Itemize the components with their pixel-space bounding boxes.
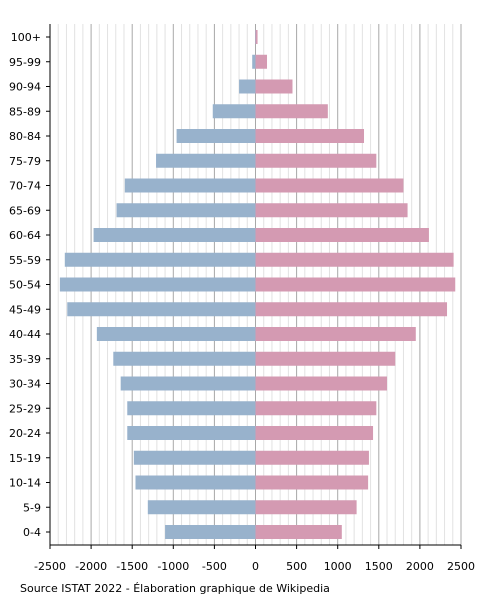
- bars: [59, 30, 456, 539]
- x-tick-label: 1000: [324, 560, 352, 573]
- right-bar-100+: [255, 30, 258, 44]
- y-tick-label: 80-84: [9, 130, 41, 143]
- x-tick-label: 500: [286, 560, 307, 573]
- right-bar-95-99: [255, 54, 268, 69]
- right-bar-45-49: [255, 302, 448, 317]
- left-bar-90-94: [239, 79, 256, 94]
- left-bar-60-64: [93, 228, 256, 242]
- right-bar-85-89: [255, 104, 328, 119]
- y-tick-label: 40-44: [9, 328, 41, 341]
- y-tick-label: 15-19: [9, 452, 41, 465]
- y-tick-label: 20-24: [9, 427, 41, 440]
- left-bar-95-99: [252, 54, 256, 69]
- y-tick-label: 70-74: [9, 180, 41, 193]
- source-note: Source ISTAT 2022 - Élaboration graphiqu…: [20, 582, 330, 595]
- y-tick-label: 85-89: [9, 105, 41, 118]
- x-tick-label: 0: [252, 560, 259, 573]
- left-bar-25-29: [127, 401, 256, 416]
- left-bar-50-54: [59, 277, 256, 292]
- right-bar-90-94: [255, 79, 293, 94]
- left-bar-55-59: [64, 252, 256, 267]
- right-bar-35-39: [255, 351, 396, 366]
- y-tick-label: 100+: [11, 31, 41, 44]
- right-bar-80-84: [255, 129, 365, 143]
- y-tick-label: 35-39: [9, 353, 41, 366]
- left-bar-30-34: [120, 376, 256, 391]
- y-tick-label: 60-64: [9, 229, 41, 242]
- left-bar-85-89: [212, 104, 256, 119]
- left-bar-65-69: [116, 203, 256, 218]
- x-tick-label: -2500: [34, 560, 66, 573]
- right-bar-50-54: [255, 277, 456, 292]
- left-bar-10-14: [135, 475, 256, 490]
- x-tick-label: -1000: [157, 560, 189, 573]
- right-bar-5-9: [255, 500, 357, 515]
- right-bar-40-44: [255, 327, 416, 341]
- right-bar-75-79: [255, 153, 377, 168]
- y-axis-labels: 0-4 5-9 10-14 15-19 20-24 25-29 30-34 35-39 40-4…: [9, 31, 50, 539]
- right-bar-60-64: [255, 228, 429, 242]
- right-bar-70-74: [255, 178, 404, 193]
- left-bar-15-19: [133, 450, 256, 465]
- y-tick-label: 55-59: [9, 254, 41, 267]
- x-tick-label: -500: [202, 560, 227, 573]
- right-bar-25-29: [255, 401, 377, 416]
- left-bar-5-9: [147, 500, 256, 515]
- right-bar-10-14: [255, 475, 369, 490]
- y-tick-label: 90-94: [9, 81, 41, 94]
- y-tick-label: 95-99: [9, 56, 41, 69]
- x-tick-label: -2000: [75, 560, 107, 573]
- y-tick-label: 30-34: [9, 378, 41, 391]
- y-tick-label: 0-4: [23, 526, 41, 539]
- y-tick-label: 50-54: [9, 279, 41, 292]
- left-bar-75-79: [156, 153, 256, 168]
- right-bar-65-69: [255, 203, 408, 218]
- y-tick-label: 45-49: [9, 303, 41, 316]
- x-tick-label: 2500: [447, 560, 475, 573]
- x-axis-labels: -2500 -2000 -1500 -1000 -500 0 500 1000 1500 2000…: [34, 545, 475, 573]
- right-bar-20-24: [255, 426, 374, 440]
- left-bar-70-74: [124, 178, 256, 193]
- right-bar-0-4: [255, 525, 342, 539]
- right-bar-30-34: [255, 376, 388, 391]
- left-bar-80-84: [176, 129, 256, 143]
- y-tick-label: 65-69: [9, 204, 41, 217]
- left-bar-35-39: [113, 351, 256, 366]
- right-bar-55-59: [255, 252, 454, 267]
- y-tick-label: 75-79: [9, 155, 41, 168]
- left-bar-0-4: [165, 525, 256, 539]
- left-bar-45-49: [67, 302, 256, 317]
- left-bar-40-44: [96, 327, 256, 341]
- y-tick-label: 10-14: [9, 477, 41, 490]
- y-tick-label: 25-29: [9, 402, 41, 415]
- x-tick-label: -1500: [116, 560, 148, 573]
- y-tick-label: 5-9: [23, 501, 41, 514]
- left-bar-20-24: [127, 426, 256, 440]
- x-tick-label: 2000: [406, 560, 434, 573]
- right-bar-15-19: [255, 450, 369, 465]
- x-tick-label: 1500: [365, 560, 393, 573]
